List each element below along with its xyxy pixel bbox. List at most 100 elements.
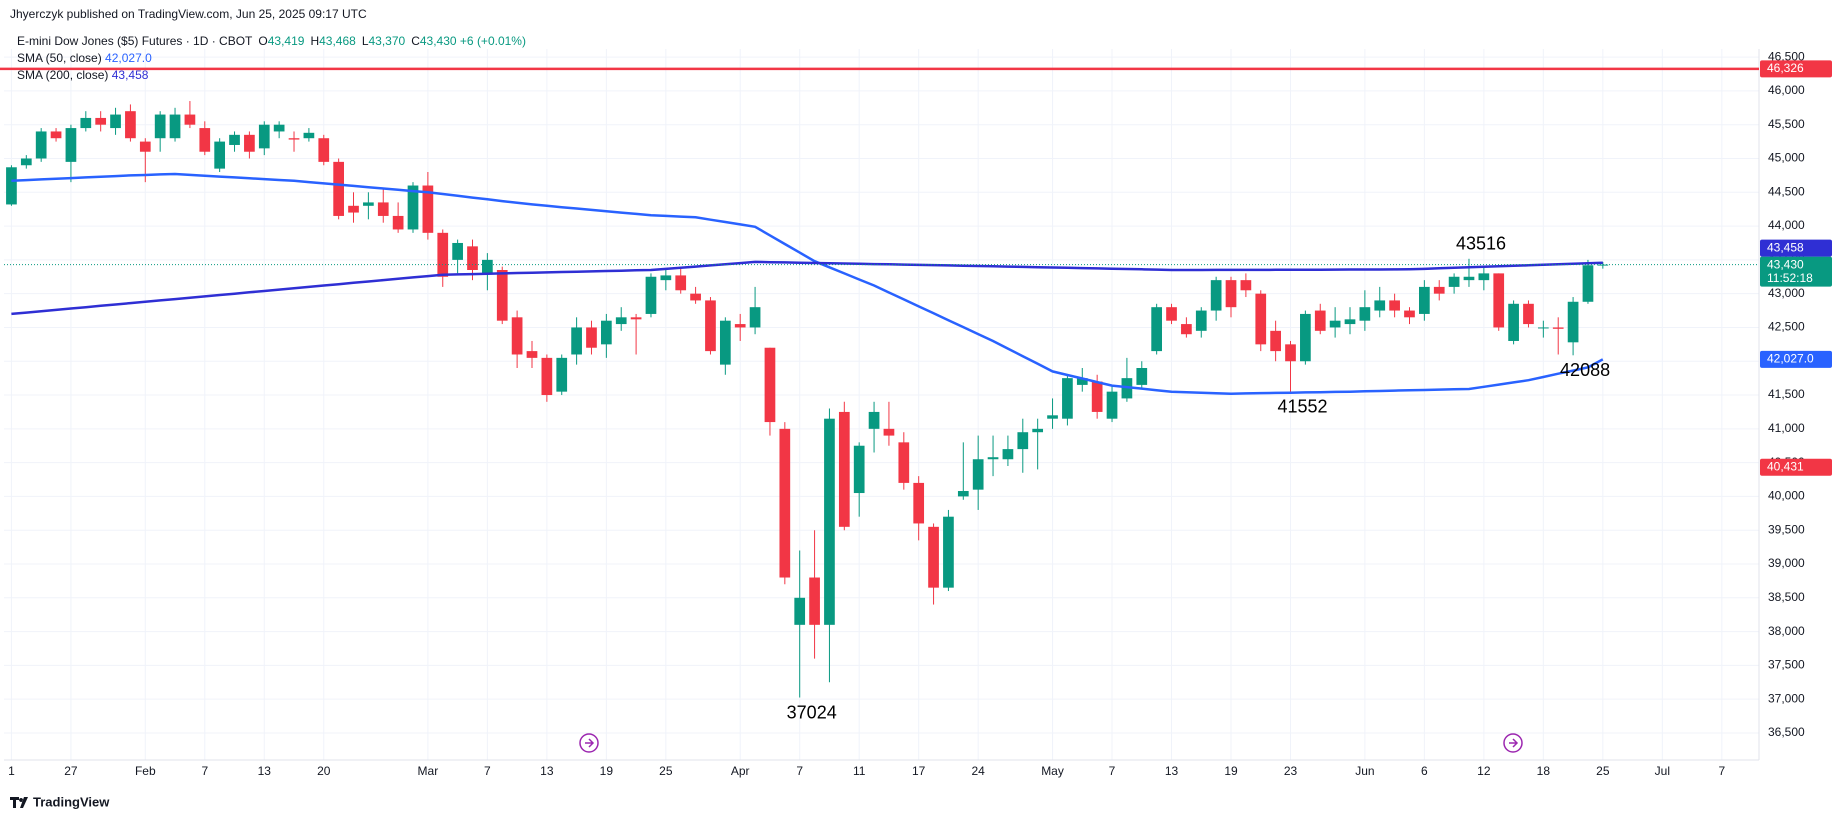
y-tick-label: 45,500 (1768, 117, 1805, 131)
x-tick-label: 13 (540, 764, 554, 778)
candle-body (1597, 264, 1609, 266)
x-tick-label: 13 (258, 764, 272, 778)
candle-body (571, 327, 582, 355)
x-tick-label: 20 (317, 764, 331, 778)
candle-body (1151, 307, 1163, 352)
candle-body (1106, 391, 1118, 419)
y-tick-label: 44,500 (1768, 184, 1805, 198)
event-marker[interactable] (579, 733, 599, 753)
candle-body (333, 161, 344, 216)
candle-body (928, 526, 939, 588)
candle-body (1314, 310, 1326, 331)
candle-body (95, 117, 107, 125)
candle-body (1255, 293, 1267, 345)
price-tag-label: 46,326 (1767, 61, 1804, 75)
x-tick-label: 7 (201, 764, 208, 778)
candle-body (1523, 303, 1534, 325)
x-tick-label: 17 (912, 764, 926, 778)
price-tag (1760, 239, 1832, 257)
candle-body (496, 270, 508, 321)
y-tick-label: 39,000 (1768, 556, 1805, 570)
candle-body (1136, 368, 1148, 385)
x-tick-label: 23 (1284, 764, 1298, 778)
x-tick-label: 19 (1224, 764, 1238, 778)
candle-body (1062, 378, 1073, 419)
candle-body (809, 577, 820, 625)
candle-body (1210, 280, 1222, 311)
x-tick-label: May (1041, 764, 1064, 778)
y-tick-label: 37,000 (1768, 691, 1805, 705)
x-tick-label: 7 (484, 764, 491, 778)
sma-legend: SMA (200, close) 43,458 (17, 68, 148, 82)
sma-name: SMA (50, close) (17, 51, 102, 65)
candle-body (838, 411, 850, 527)
y-tick-label: 38,000 (1768, 624, 1805, 638)
price-tag (1760, 350, 1832, 368)
candle-body (615, 317, 627, 325)
candle-body (883, 428, 895, 436)
candle-body (957, 491, 969, 497)
candle-body (868, 411, 880, 429)
candle-body (437, 232, 449, 277)
ohlc-key: O (258, 34, 268, 48)
candle-body (377, 202, 389, 216)
candle-body (35, 131, 47, 159)
ohlc-value: 43,370 (368, 34, 406, 48)
price-tag (1760, 458, 1832, 476)
candle-body (1582, 265, 1594, 302)
candle-body (348, 205, 359, 213)
candle-body (556, 357, 568, 392)
x-tick-label: 27 (64, 764, 78, 778)
y-tick-label: 39,500 (1768, 522, 1805, 536)
candle-body (288, 138, 300, 140)
candle-body (199, 128, 211, 152)
candle-body (824, 418, 835, 625)
x-tick-label: 25 (1596, 764, 1610, 778)
candle-body (154, 114, 166, 139)
candle-body (1463, 276, 1475, 281)
candle-body (1389, 300, 1400, 311)
ohlc-value: 43,419 (267, 34, 305, 48)
candle-body (1329, 320, 1341, 328)
candle-body (972, 459, 984, 490)
x-tick-label: Mar (418, 764, 439, 778)
candle-body (1166, 307, 1177, 321)
y-tick-label: 40,000 (1768, 489, 1805, 503)
sma-legend: SMA (50, close) 42,027.0 (17, 51, 152, 65)
price-tag-label: 43,458 (1767, 240, 1804, 254)
x-tick-label: 24 (971, 764, 985, 778)
x-tick-label: 18 (1537, 764, 1551, 778)
candle-body (719, 320, 731, 365)
candle-body (392, 215, 404, 230)
candle-body (630, 317, 642, 320)
ohlc-value: 43,468 (319, 34, 356, 48)
symbol-legend: E-mini Dow Jones ($5) Futures · 1D · CBO… (17, 34, 526, 48)
countdown: 11:52:18 (1767, 271, 1813, 285)
y-tick-label: 46,500 (1768, 49, 1805, 63)
x-tick-label: 7 (796, 764, 803, 778)
y-tick-label: 45,000 (1768, 151, 1805, 165)
price-tag (1760, 60, 1832, 78)
symbol: E-mini Dow Jones ($5) Futures · 1D · CBO… (17, 34, 253, 48)
sma-line (11, 260, 1603, 316)
candle-body (586, 327, 597, 348)
candle-body (452, 242, 463, 260)
annotation: 42088 (1560, 360, 1610, 380)
annotation: 41552 (1277, 396, 1327, 416)
y-tick-label: 37,500 (1768, 658, 1805, 672)
brand: TradingView (33, 794, 110, 809)
y-tick-label: 46,000 (1768, 83, 1805, 97)
candle-body (734, 324, 746, 328)
event-marker[interactable] (1503, 733, 1523, 753)
candle-body (1537, 327, 1549, 329)
candle-body (467, 246, 478, 271)
change: +6 (+0.01%) (459, 34, 526, 48)
ohlc-key: C (411, 34, 420, 48)
candle-body (482, 259, 493, 274)
candle-body (987, 457, 999, 460)
candle-body (898, 442, 910, 483)
x-tick-label: 7 (1109, 764, 1116, 778)
candle-body (214, 141, 226, 169)
